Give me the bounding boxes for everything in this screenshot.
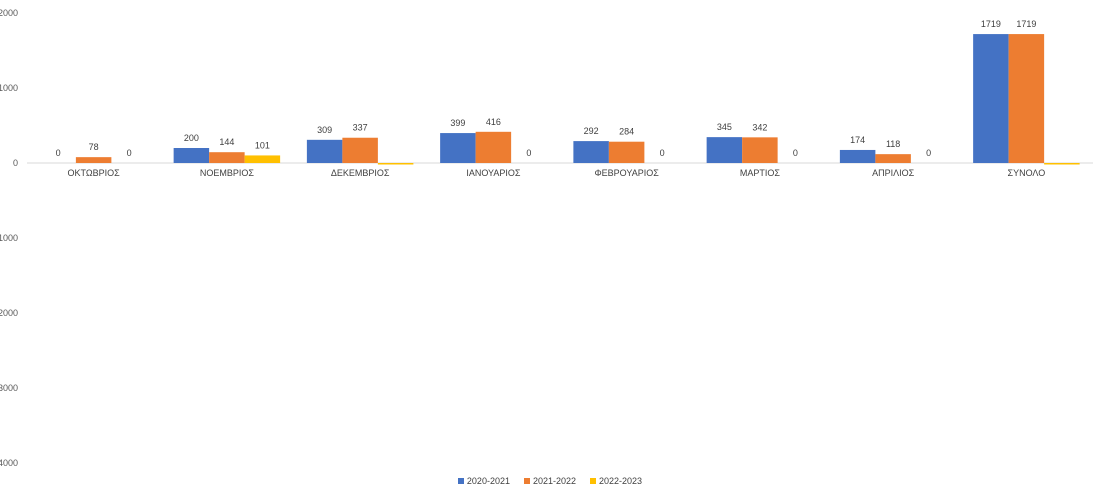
bar-2021-2022-ΔΕΚΕΜΒΡΙΟΣ [342,137,378,163]
bar-2020-2021-ΦΕΒΡΟΥΑΡΙΟΣ [573,141,609,163]
legend-item: 2022-2023 [590,476,642,486]
data-label: 284 [619,127,634,137]
data-label: 342 [752,122,767,132]
y-tick-label: 2000 [0,8,18,18]
category-label: ΟΚΤΩΒΡΙΟΣ [68,168,121,178]
legend-item: 2021-2022 [523,476,577,486]
category-label: ΜΑΡΤΙΟΣ [740,168,781,178]
category-label: ΔΕΚΕΜΒΡΙΟΣ [331,168,390,178]
category-label: ΑΠΡΙΛΙΟΣ [872,168,915,178]
legend-label: 2022-2023 [599,476,643,486]
data-label: 337 [353,123,368,133]
bar-2020-2021-ΜΑΡΤΙΟΣ [706,137,743,164]
data-label: 0 [127,148,132,158]
data-label: 1719 [981,19,1001,29]
bar-2021-2022-ΟΚΤΩΒΡΙΟΣ [75,157,112,163]
data-label: 0 [56,148,61,158]
bar-2021-2022-ΝΟΕΜΒΡΙΟΣ [209,152,245,163]
category-label: ΦΕΒΡΟΥΑΡΙΟΣ [594,168,659,178]
bar-2022-2023-ΔΕΚΕΜΒΡΙΟΣ [377,163,414,165]
category-label: ΣΥΝΟΛΟ [1008,168,1046,178]
data-label: 0 [526,148,531,158]
y-tick-label: -1000 [0,233,18,243]
bar-2021-2022-ΦΕΒΡΟΥΑΡΙΟΣ [608,141,645,163]
category-label: ΝΟΕΜΒΡΙΟΣ [200,168,255,178]
data-label: 0 [793,148,798,158]
legend-swatch [523,478,530,484]
data-label: 200 [184,133,199,143]
data-label: 399 [450,118,465,128]
bar-2021-2022-ΑΠΡΙΛΙΟΣ [875,154,911,163]
y-tick-label: 0 [13,158,18,168]
data-label: 309 [317,125,332,135]
bar-2020-2021-ΔΕΚΕΜΒΡΙΟΣ [306,139,343,163]
legend-swatch [457,478,464,484]
legend-label: 2020-2021 [466,476,510,486]
data-label: 345 [717,122,732,132]
bar-2022-2023-ΝΟΕΜΒΡΙΟΣ [244,155,281,163]
bar-2020-2021-ΣΥΝΟΛΟ [973,34,1009,164]
bar-2021-2022-ΜΑΡΤΙΟΣ [742,137,778,163]
legend-item: 2020-2021 [457,476,510,486]
category-label: ΙΑΝΟΥΑΡΙΟΣ [466,168,521,178]
bar-2020-2021-ΝΟΕΜΒΡΙΟΣ [173,148,210,163]
bar-2021-2022-ΣΥΝΟΛΟ [1008,34,1045,164]
legend-swatch [590,478,597,484]
data-label: 416 [486,117,501,127]
legend: 2020-2021 2021-2022 2022-2023 [0,476,1100,486]
data-label: 0 [660,148,665,158]
bar-2020-2021-ΑΠΡΙΛΙΟΣ [839,149,876,163]
data-label: 292 [584,126,599,136]
data-label: 118 [886,139,900,149]
bar-2020-2021-ΙΑΝΟΥΑΡΙΟΣ [440,133,476,163]
y-tick-label: -3000 [0,383,18,393]
data-label: 78 [89,142,99,152]
data-label: 0 [926,148,931,158]
y-tick-label: 1000 [0,83,18,93]
bar-2021-2022-ΙΑΝΟΥΑΡΙΟΣ [475,131,512,163]
data-label: 144 [219,137,234,147]
data-label: 174 [850,135,865,145]
data-label: 101 [255,140,270,150]
bar-2022-2023-ΣΥΝΟΛΟ [1044,163,1080,165]
y-tick-label: -2000 [0,308,18,318]
y-tick-label: -4000 [0,458,18,468]
legend-label: 2021-2022 [532,476,577,486]
data-label: 1719 [1016,19,1036,29]
